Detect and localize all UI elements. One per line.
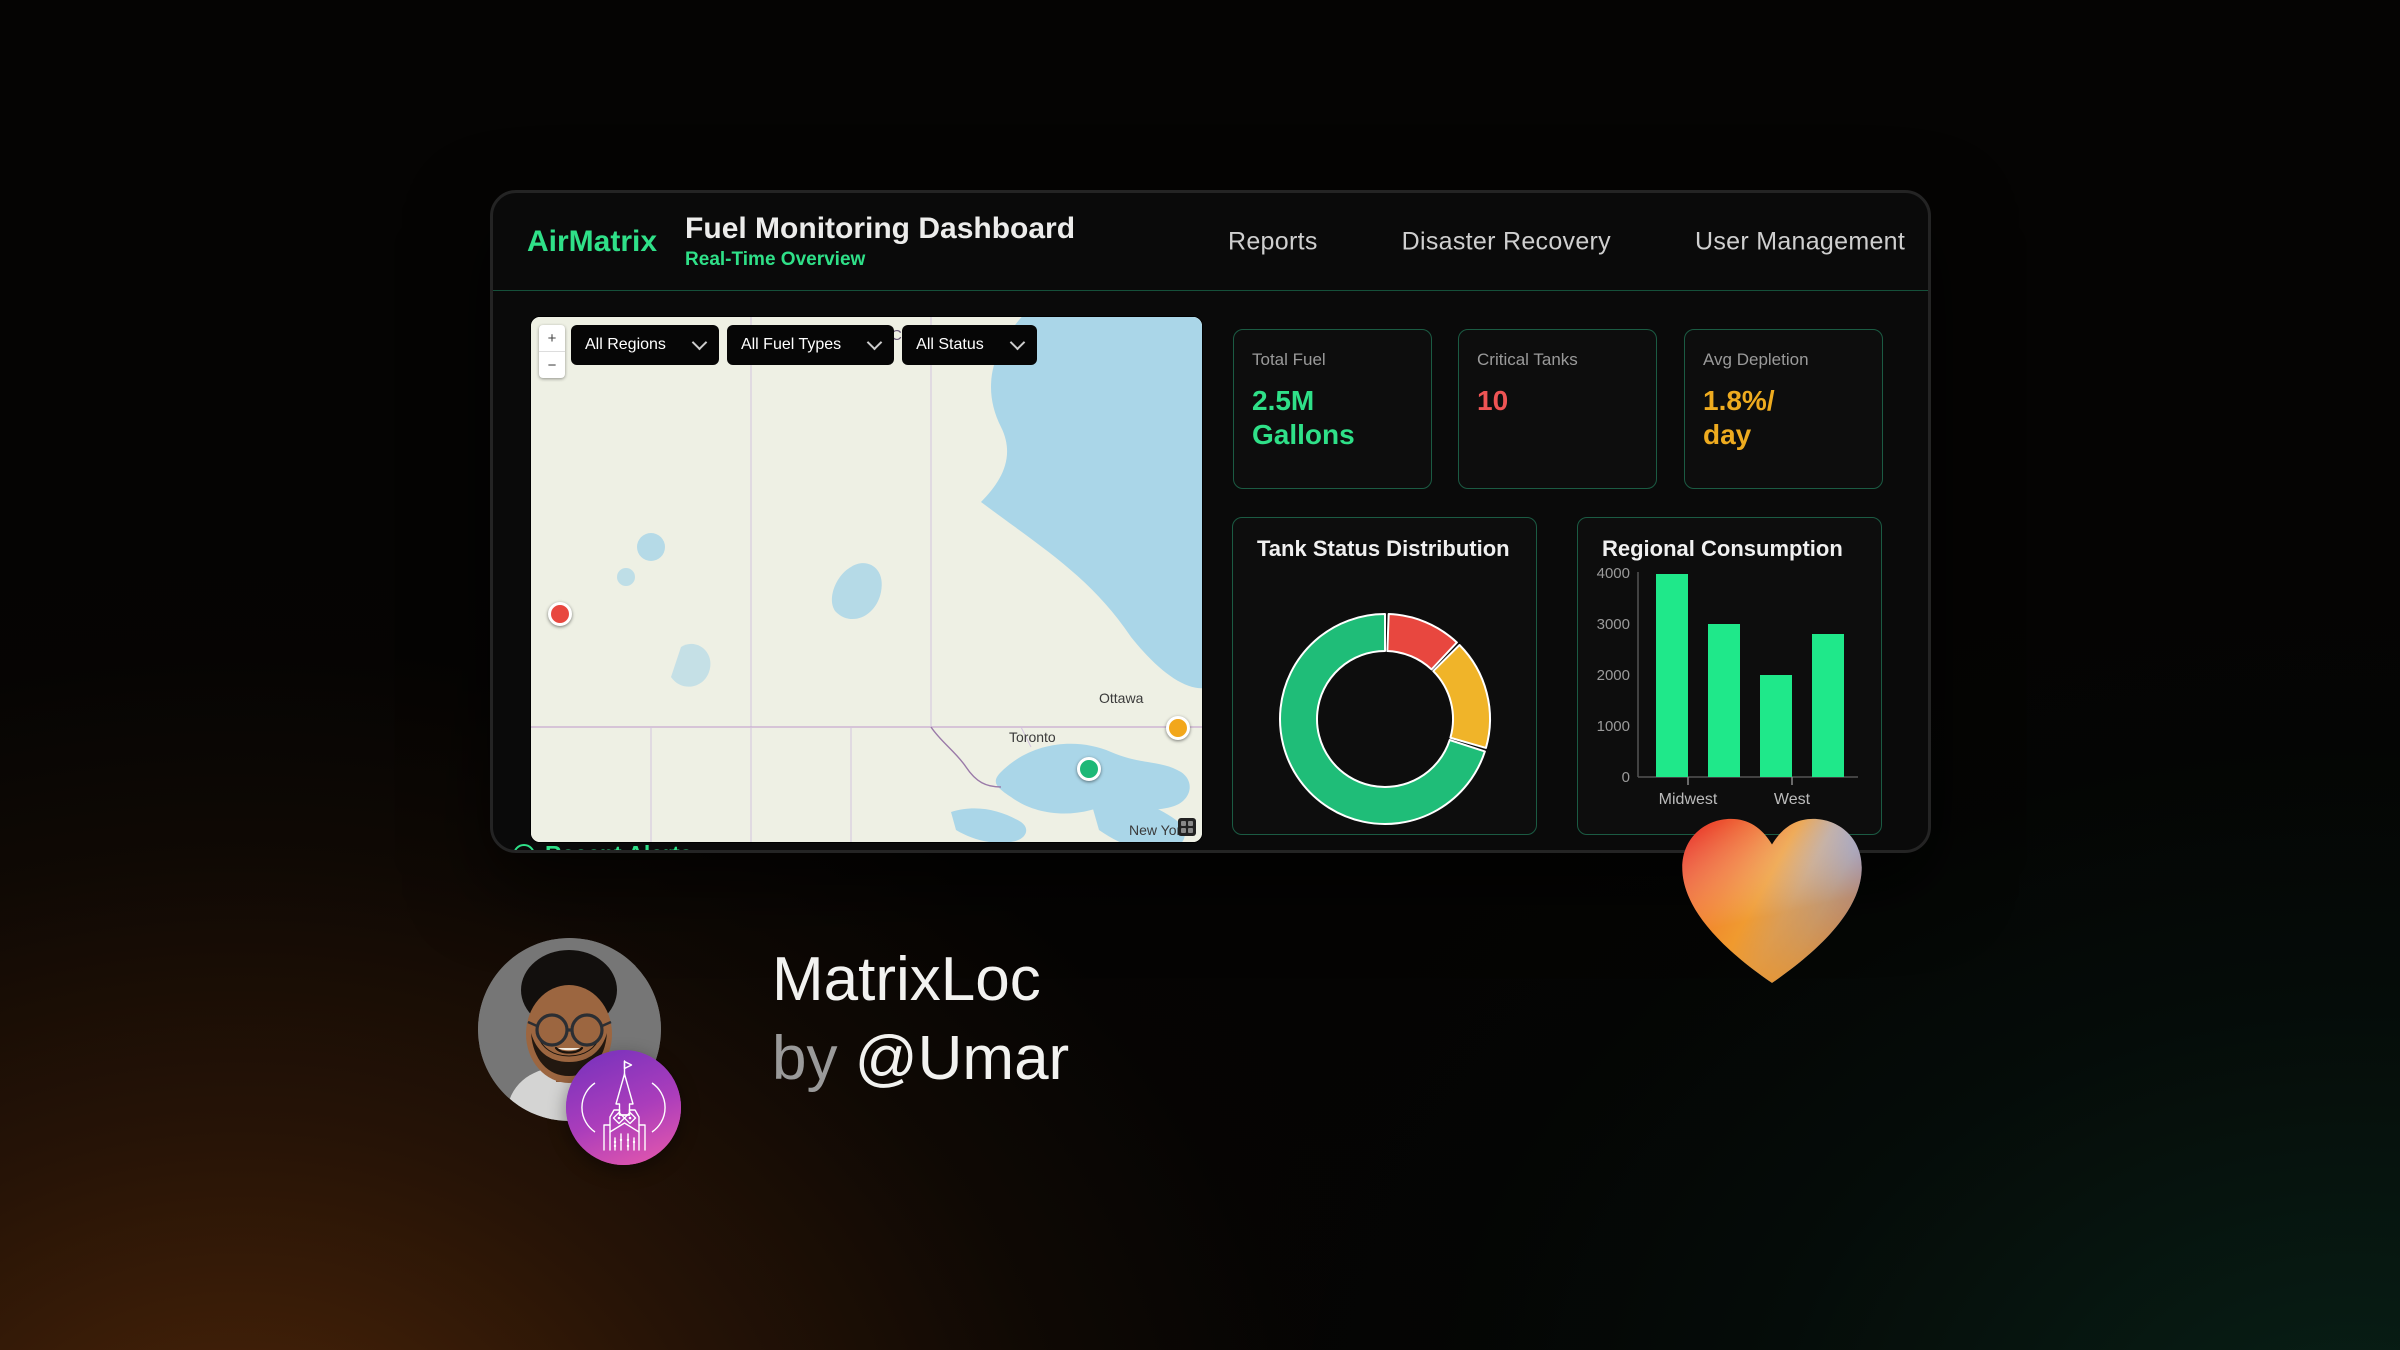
svg-text:Midwest: Midwest bbox=[1659, 791, 1718, 808]
svg-text:0: 0 bbox=[1622, 769, 1630, 786]
svg-text:3000: 3000 bbox=[1597, 616, 1630, 633]
svg-text:West: West bbox=[1774, 791, 1811, 808]
svg-text:4000: 4000 bbox=[1597, 565, 1630, 582]
svg-text:1000: 1000 bbox=[1597, 718, 1630, 735]
svg-text:2000: 2000 bbox=[1597, 667, 1630, 684]
